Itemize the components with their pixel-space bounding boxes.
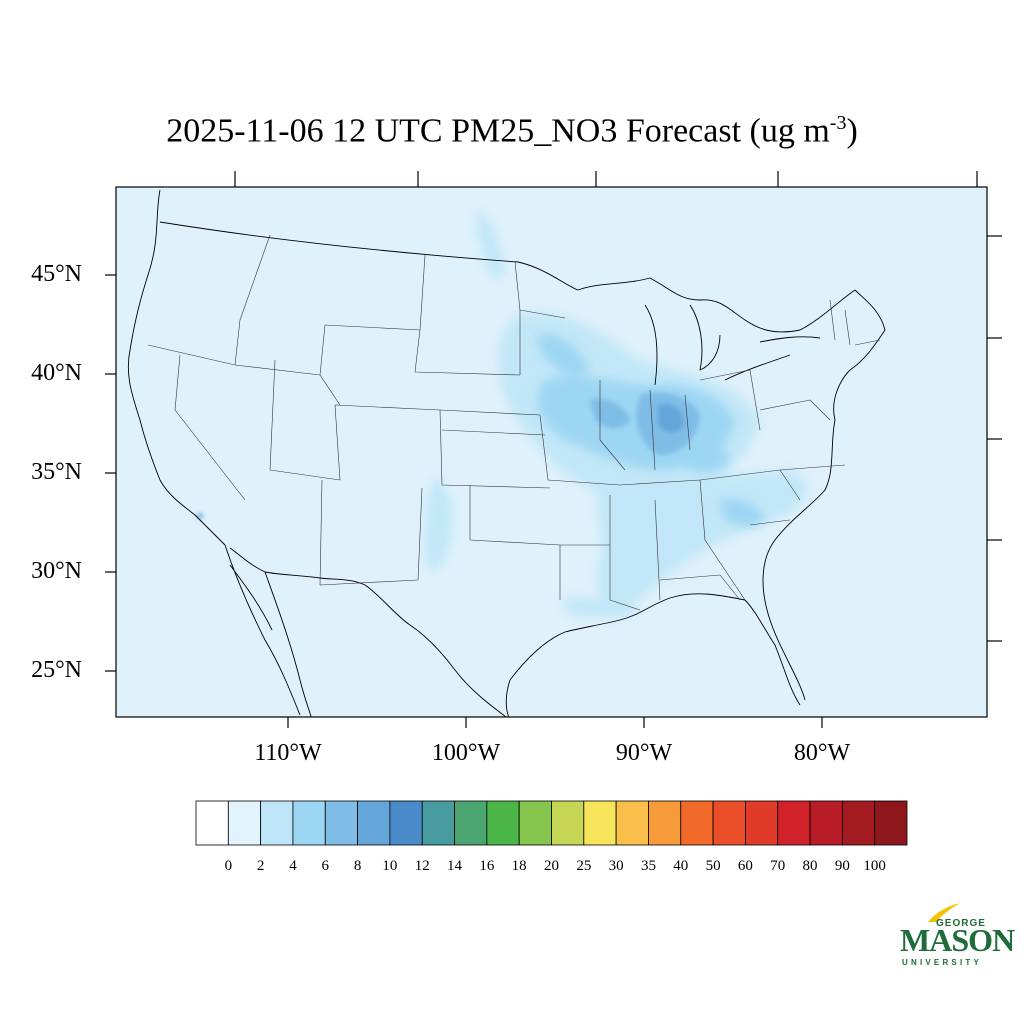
plume-tennessee	[680, 438, 730, 472]
colorbar-label-8: 16	[479, 858, 495, 874]
plume-north	[475, 210, 505, 279]
colorbar-label-15: 50	[705, 858, 721, 874]
chart-title: 2025-11-06 12 UTC PM25_NO3 Forecast (ug …	[0, 112, 1024, 150]
colorbar-swatch-20	[841, 800, 876, 846]
lat-label-45: 45°N	[31, 261, 82, 287]
colorbar-label-14: 40	[673, 858, 689, 874]
coastline-west	[127, 189, 226, 546]
plume-texas-panhandle	[424, 479, 453, 571]
colorbar-labels: 0 2 4 6 8 10 12 14 16 18 20 25 30 35 40 50 60 70 80 90 100	[0, 858, 1024, 878]
lon-label-100w: 100°W	[431, 740, 501, 766]
colorbar-swatch-19	[809, 800, 843, 846]
map-frame	[115, 186, 988, 718]
colorbar-label-12: 30	[608, 858, 624, 874]
colorbar-label-0: 0	[224, 858, 233, 874]
title-text: 2025-11-06 12 UTC PM25_NO3 Forecast (ug …	[166, 112, 830, 150]
plume-peak	[658, 403, 685, 433]
plume-georgia	[720, 498, 765, 527]
colorbar-label-5: 10	[382, 858, 398, 874]
lat-label-30: 30°N	[31, 558, 82, 584]
colorbar-label-2: 4	[289, 858, 297, 874]
plume-arizona-dot	[197, 513, 203, 519]
colorbar-swatch-11	[551, 800, 585, 846]
logo-george: GEORGE	[936, 918, 986, 929]
axis-ticks	[105, 171, 1002, 728]
logo-swoosh-icon	[928, 903, 960, 922]
plume-southeast	[596, 470, 808, 608]
border-canada	[159, 221, 579, 291]
colorbar-label-9: 18	[511, 858, 527, 874]
great-lakes	[577, 277, 856, 386]
colorbar-swatch-3	[292, 800, 326, 846]
colorbar-swatch-4	[324, 800, 358, 846]
colorbar-swatch-21	[874, 800, 908, 846]
logo-mason: MASON	[900, 922, 1015, 958]
gmu-logo: GEORGE MASON UNIVERSITY	[900, 900, 1015, 970]
colorbar-label-18: 80	[802, 858, 818, 874]
title-close: )	[846, 112, 858, 150]
colorbar-swatch-17	[745, 800, 779, 846]
colorbar-swatch-14	[648, 800, 682, 846]
baja-peninsula	[224, 544, 301, 716]
plume-gulf	[560, 598, 640, 618]
colorbar-swatch-18	[777, 800, 811, 846]
colorbar-swatch-12	[583, 800, 617, 846]
lat-label-25: 25°N	[31, 657, 82, 683]
colorbar-label-17: 70	[770, 858, 786, 874]
lat-label-40: 40°N	[31, 360, 82, 386]
colorbar-label-20: 100	[863, 858, 886, 874]
coastline-east	[744, 289, 886, 706]
colorbar-label-10: 20	[544, 858, 559, 874]
plume-iowa	[537, 334, 590, 376]
colorbar-label-13: 35	[640, 858, 656, 874]
colorbar-label-7: 14	[447, 858, 463, 874]
lat-label-35: 35°N	[31, 459, 82, 485]
colorbar-swatch-8	[454, 800, 488, 846]
colorbar	[195, 800, 908, 846]
colorbar-swatch-0	[195, 800, 229, 846]
geographic-boundaries	[127, 189, 886, 717]
lon-label-90w: 90°W	[615, 740, 673, 766]
colorbar-label-1: 2	[256, 858, 265, 874]
colorbar-swatch-6	[389, 800, 423, 846]
lon-label-110w: 110°W	[254, 740, 322, 766]
colorbar-swatch-1	[227, 800, 262, 846]
lon-label-80w: 80°W	[793, 740, 851, 766]
colorbar-label-6: 12	[414, 858, 430, 874]
mexico-coast	[264, 571, 312, 717]
colorbar-label-11: 25	[576, 858, 592, 874]
colorbar-swatch-5	[357, 800, 391, 846]
colorbar-swatch-16	[712, 800, 746, 846]
state-lines	[147, 234, 881, 611]
title-superscript: -3	[829, 112, 847, 134]
colorbar-swatch-13	[615, 800, 649, 846]
colorbar-label-16: 60	[737, 858, 753, 874]
colorbar-label-19: 90	[834, 858, 850, 874]
colorbar-swatch-10	[518, 800, 552, 846]
colorbar-swatch-2	[260, 800, 294, 846]
colorbar-label-4: 8	[353, 858, 362, 874]
colorbar-swatch-9	[486, 800, 520, 846]
logo-university: UNIVERSITY	[902, 958, 983, 967]
colorbar-label-3: 6	[321, 858, 330, 874]
colorbar-swatch-15	[680, 800, 714, 846]
colorbar-swatch-7	[421, 800, 455, 846]
